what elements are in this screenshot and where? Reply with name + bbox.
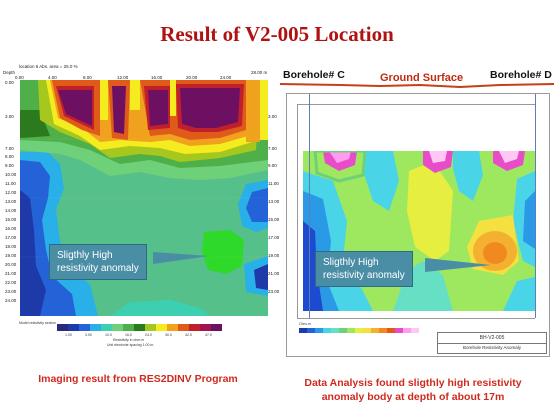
legend-value: 24.0 bbox=[145, 333, 152, 337]
legend-title: Model resistivity section bbox=[19, 321, 56, 325]
res2dinv-panel: Depth location 6 Abs. area = 25.0 % 28.0… bbox=[3, 64, 279, 372]
depth-tick: 15.00 bbox=[268, 217, 280, 222]
borehole-d-label: Borehole# D bbox=[490, 69, 552, 81]
legend-value: 16.0 bbox=[125, 333, 132, 337]
borehole-d-line bbox=[535, 94, 536, 318]
legend-value: 1.00 bbox=[65, 333, 72, 337]
depth-header-label: Depth bbox=[3, 70, 16, 75]
depth-tick: 11.00 bbox=[268, 181, 279, 186]
depth-tick: 12.00 bbox=[5, 190, 17, 195]
legend-value: 42.0 bbox=[185, 333, 192, 337]
depth-tick: 24.00 bbox=[5, 298, 17, 303]
depth-tick: 9.00 bbox=[268, 163, 277, 168]
legend-unit-label: Ohm-m bbox=[299, 322, 311, 326]
depth-tick: 9.00 bbox=[5, 163, 14, 168]
right-caption: Data Analysis found sligthly high resist… bbox=[272, 376, 554, 404]
depth-tick: 0.00 bbox=[5, 80, 14, 85]
resistivity-contour-image bbox=[303, 151, 535, 311]
ground-surface-label: Ground Surface bbox=[380, 72, 464, 84]
depth-tick: 10.00 bbox=[5, 172, 17, 177]
top-ruler bbox=[297, 104, 535, 105]
depth-tick: 8.00 bbox=[5, 154, 14, 159]
depth-tick: 13.00 bbox=[5, 199, 17, 204]
right-anomaly-callout: Sligthly High resistivity anomaly bbox=[315, 251, 413, 287]
depth-tick: 3.00 bbox=[268, 114, 277, 119]
borehole-c-label: Borehole# C bbox=[283, 69, 345, 81]
depth-tick: 17.00 bbox=[5, 235, 17, 240]
depth-tick: 21.00 bbox=[268, 271, 280, 276]
ground-surface-line bbox=[280, 83, 554, 89]
resistivity-section-image bbox=[20, 80, 268, 316]
depth-tick: 22.00 bbox=[5, 280, 17, 285]
analysis-plot-frame: Sligthly High resistivity anomaly Ohm-m … bbox=[286, 93, 550, 357]
depth-tick: 17.00 bbox=[268, 235, 280, 240]
depth-tick: 7.00 bbox=[268, 146, 277, 151]
left-ruler bbox=[297, 104, 298, 318]
callout-line: resistivity anomaly bbox=[323, 270, 405, 281]
left-caption: Imaging result from RES2DINV Program bbox=[38, 373, 238, 385]
depth-tick: 18.00 bbox=[5, 244, 17, 249]
depth-tick: 23.00 bbox=[268, 289, 280, 294]
depth-axis-left: 0.00 3.00 7.00 8.00 9.00 10.00 11.00 12.… bbox=[3, 80, 19, 316]
page-title: Result of V2-005 Location bbox=[160, 22, 394, 46]
depth-tick: 19.00 bbox=[5, 253, 17, 258]
legend-value: 3.00 bbox=[85, 333, 92, 337]
legend-value: 30.0 bbox=[165, 333, 172, 337]
depth-tick: 11.00 bbox=[5, 181, 16, 186]
depth-tick: 16.00 bbox=[5, 226, 17, 231]
callout-line: Sligthly High bbox=[323, 257, 379, 268]
depth-tick: 23.00 bbox=[5, 289, 17, 294]
title-block: BH-V2-005 Borehole Resistivity Anomaly bbox=[437, 332, 547, 354]
legend-value: 47.0 bbox=[205, 333, 212, 337]
callout-pointer bbox=[425, 258, 491, 272]
borehole-c-line bbox=[309, 94, 310, 318]
x-tick: 4.00 bbox=[48, 75, 57, 80]
x-tick: 12.00 bbox=[117, 75, 129, 80]
resistivity-legend-bar bbox=[57, 324, 222, 331]
location-header: location 6 Abs. area = 25.0 % bbox=[19, 64, 78, 69]
legend-units: Resistivity in ohm.m bbox=[113, 338, 145, 342]
callout-pointer bbox=[153, 252, 209, 264]
callout-line: resistivity anomaly bbox=[57, 263, 139, 274]
x-tick: 8.00 bbox=[83, 75, 92, 80]
x-tick: 20.00 bbox=[186, 75, 198, 80]
callout-line: Sligthly High bbox=[57, 250, 113, 261]
x-tick: 16.00 bbox=[151, 75, 163, 80]
depth-tick: 20.00 bbox=[5, 262, 17, 267]
legend-spacing: Unit electrode spacing 1.00 m. bbox=[107, 343, 155, 347]
depth-tick: 3.00 bbox=[5, 114, 14, 119]
title-block-name: BH-V2-005 bbox=[479, 335, 505, 341]
x-tick: 0.00 bbox=[15, 75, 24, 80]
right-caption-line: anomaly body at depth of about 17m bbox=[321, 391, 505, 403]
right-caption-line: Data Analysis found sligthly high resist… bbox=[304, 377, 522, 389]
depth-tick: 13.00 bbox=[268, 199, 280, 204]
right-color-legend bbox=[299, 328, 419, 333]
bottom-ruler bbox=[297, 318, 535, 319]
depth-tick: 19.00 bbox=[268, 253, 280, 258]
depth-tick: 15.00 bbox=[5, 217, 17, 222]
length-header: 28.00 m bbox=[251, 70, 268, 75]
legend-value: 10.0 bbox=[105, 333, 112, 337]
depth-tick: 21.00 bbox=[5, 271, 17, 276]
depth-axis-right: 3.00 7.00 9.00 11.00 13.00 15.00 17.00 1… bbox=[267, 80, 283, 316]
x-tick: 24.00 bbox=[220, 75, 232, 80]
left-anomaly-callout: Sligthly High resistivity anomaly bbox=[49, 244, 147, 280]
depth-tick: 14.00 bbox=[5, 208, 17, 213]
depth-tick: 7.00 bbox=[5, 146, 14, 151]
title-block-subtitle: Borehole Resistivity Anomaly bbox=[462, 345, 522, 350]
